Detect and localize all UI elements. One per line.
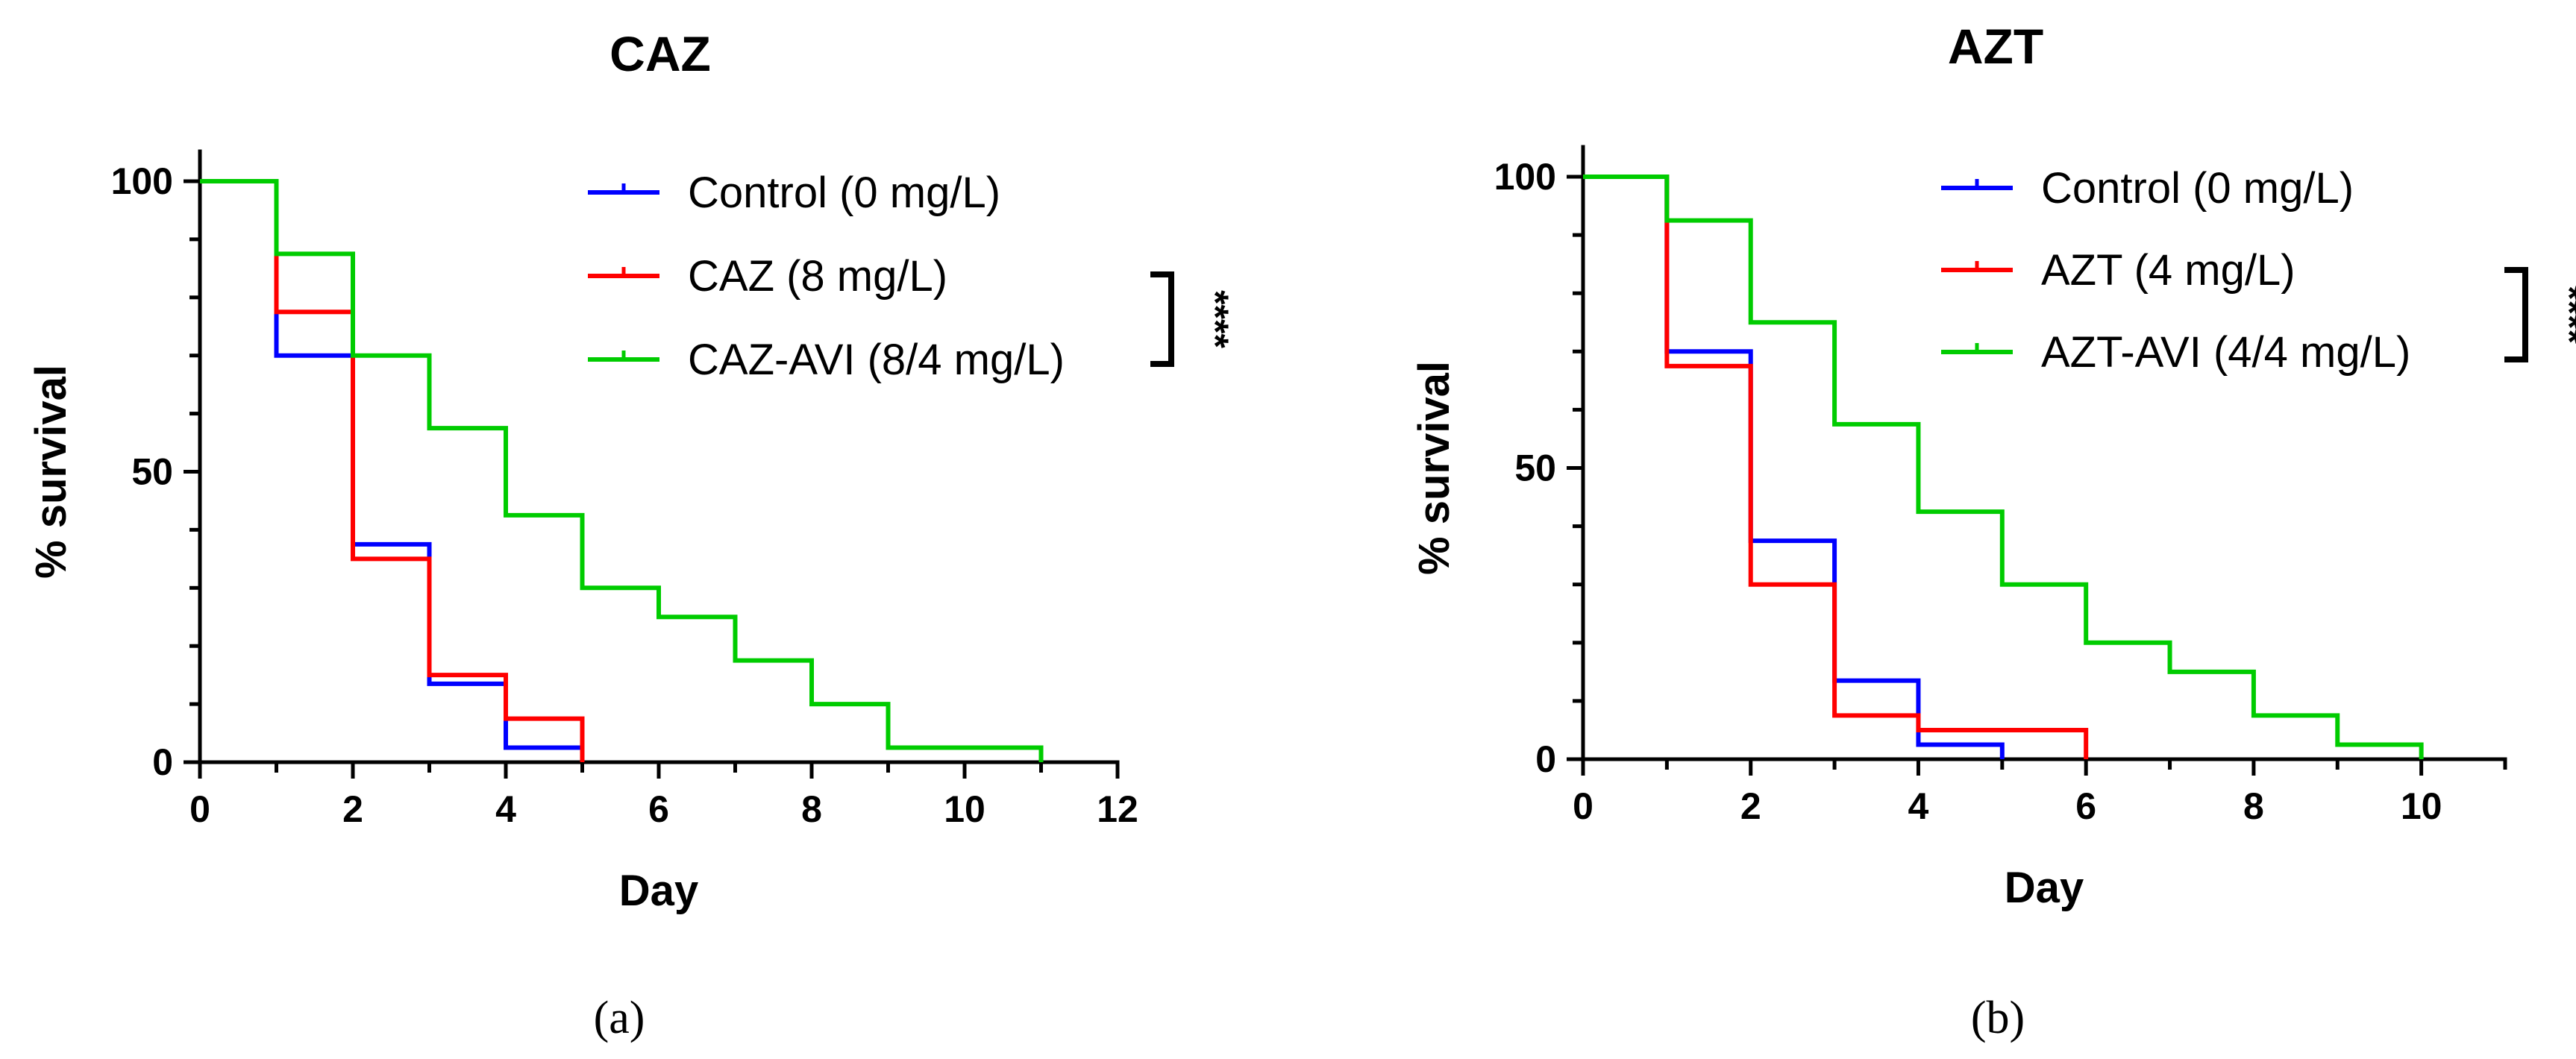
x-axis-title: Day: [619, 867, 698, 915]
survival-curve-2: [1583, 175, 2089, 759]
chart-title: AZT: [1948, 19, 2043, 74]
panel-label: (a): [594, 993, 645, 1043]
x-tick-label: 0: [1573, 785, 1593, 827]
y-tick-label: 100: [111, 160, 173, 202]
significance-label: ****: [1194, 290, 1236, 348]
significance-bracket: [2504, 267, 2528, 362]
chart-title: CAZ: [609, 26, 711, 81]
x-tick-label: 4: [495, 788, 516, 830]
x-tick-label: 6: [2075, 785, 2096, 827]
y-tick-label: 50: [131, 451, 173, 493]
legend-label: CAZ (8 mg/L): [688, 252, 947, 301]
x-tick-label: 2: [342, 788, 363, 830]
x-tick-label: 0: [189, 788, 210, 830]
legend-label: Control (0 mg/L): [688, 169, 1000, 217]
survival-curve-3: [200, 179, 1044, 762]
y-tick-label: 50: [1514, 447, 1556, 489]
survival-curve-1: [200, 179, 585, 762]
x-tick-label: 8: [801, 788, 822, 830]
y-tick-label: 100: [1494, 156, 1556, 198]
x-axis-title: Day: [2005, 864, 2084, 912]
x-tick-label: 12: [1097, 788, 1138, 830]
significance-label: ****: [2548, 286, 2576, 344]
x-tick-label: 8: [2243, 785, 2264, 827]
legend-label: AZT-AVI (4/4 mg/L): [2041, 328, 2410, 377]
legend-label: AZT (4 mg/L): [2041, 246, 2295, 295]
survival-curve-2: [200, 179, 585, 762]
y-tick-label: 0: [152, 741, 173, 783]
legend-label: Control (0 mg/L): [2041, 164, 2354, 213]
legend-label: CAZ-AVI (8/4 mg/L): [688, 336, 1065, 384]
chart-panel-1: CAZ 0 2 4 6 8 10 12 0 50 100 Day % survival Control (…: [27, 26, 1236, 1043]
x-tick-label: 4: [1908, 785, 1929, 827]
y-axis-title: % survival: [1410, 361, 1458, 575]
survival-curve-3: [1583, 175, 2424, 759]
panel-label: (b): [1971, 993, 2025, 1043]
x-tick-label: 10: [944, 788, 985, 830]
y-axis-title: % survival: [27, 365, 75, 579]
x-tick-label: 10: [2401, 785, 2442, 827]
x-tick-label: 6: [648, 788, 669, 830]
survival-curve-1: [1583, 175, 2005, 759]
y-tick-label: 0: [1535, 738, 1556, 780]
x-tick-label: 2: [1740, 785, 1761, 827]
significance-bracket: [1150, 271, 1174, 367]
